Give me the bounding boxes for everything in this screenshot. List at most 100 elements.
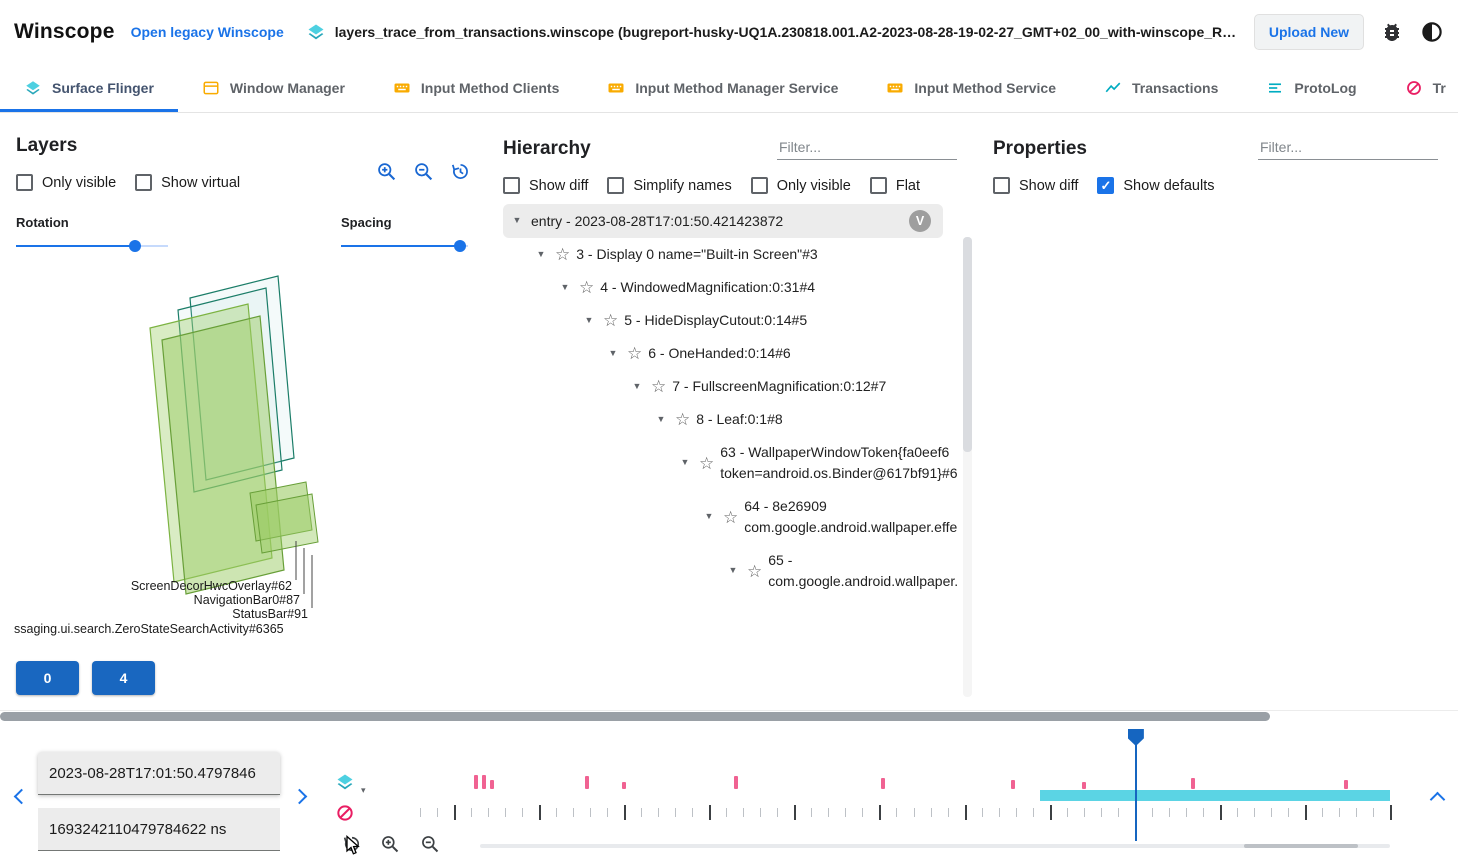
tree-node[interactable]: ▼ ☆ 4 - WindowedMagnification:0:31#4 <box>503 271 943 304</box>
tree-node[interactable]: ▼ ☆ 8 - Leaf:0:1#8 <box>503 403 943 436</box>
tree-node[interactable]: ▼ ☆ 7 - FullscreenMagnification:0:12#7 <box>503 370 943 403</box>
display-button-4[interactable]: 4 <box>92 661 155 695</box>
transactions-trace-icon[interactable] <box>335 803 355 823</box>
star-icon[interactable]: ☆ <box>627 344 643 363</box>
open-legacy-link[interactable]: Open legacy Winscope <box>130 24 284 40</box>
tree-node[interactable]: ▼ ☆ 64 - 8e26909 com.google.android.wallpa… <box>503 490 957 544</box>
timestamp-ns-field[interactable]: 1693242110479784622 ns <box>38 808 280 851</box>
spacing-slider[interactable] <box>341 240 468 252</box>
spacing-slider-thumb[interactable] <box>454 240 467 252</box>
checkbox-icon[interactable] <box>135 174 153 191</box>
expand-caret-icon[interactable]: ▼ <box>536 248 546 259</box>
checkbox-icon[interactable] <box>993 177 1010 194</box>
layers-3d-view[interactable]: ScreenDecorHwcOverlay#62 NavigationBar0#… <box>0 258 470 658</box>
star-icon[interactable]: ☆ <box>603 311 619 330</box>
hierarchy-only-visible-checkbox[interactable]: Only visible <box>750 177 851 194</box>
tab-surface-flinger[interactable]: Surface Flinger <box>0 64 178 112</box>
tab-input-method-clients[interactable]: Input Method Clients <box>369 64 583 112</box>
star-icon[interactable]: ☆ <box>699 453 715 473</box>
transaction-marker[interactable] <box>474 775 479 789</box>
transaction-marker[interactable] <box>1344 780 1349 789</box>
expand-caret-icon[interactable]: ▼ <box>608 347 618 358</box>
properties-show-diff-checkbox[interactable]: Show diff <box>993 177 1078 194</box>
checkbox-icon[interactable] <box>16 174 33 191</box>
transaction-marker[interactable] <box>1010 780 1015 789</box>
timeline-scrollbar[interactable] <box>480 844 1390 848</box>
layers-show-virtual-checkbox[interactable]: Show virtual <box>135 174 240 191</box>
transaction-marker[interactable] <box>1081 782 1086 789</box>
panel-resize-handle[interactable] <box>0 712 1270 721</box>
expand-caret-icon[interactable]: ▼ <box>704 511 714 522</box>
expand-timeline-button[interactable] <box>1429 791 1446 808</box>
hierarchy-show-diff-checkbox[interactable]: Show diff <box>503 177 588 194</box>
checkbox-icon[interactable] <box>869 177 887 194</box>
transaction-marker[interactable] <box>734 776 739 789</box>
zoom-out-button[interactable] <box>413 161 434 182</box>
tab-tr[interactable]: Tr <box>1381 64 1458 112</box>
timeline-reset-zoom-button[interactable] <box>342 834 362 854</box>
tab-input-method-manager-service[interactable]: Input Method Manager Service <box>583 64 862 112</box>
rotation-slider[interactable] <box>16 240 168 252</box>
timestamp-human-field[interactable]: 2023-08-28T17:01:50.4797846 <box>38 752 280 795</box>
checkbox-icon[interactable] <box>503 177 520 194</box>
tree-node[interactable]: ▼ ☆ 5 - HideDisplayCutout:0:14#5 <box>503 304 943 337</box>
expand-caret-icon[interactable]: ▼ <box>632 380 642 391</box>
hierarchy-filter-input[interactable] <box>777 135 957 160</box>
tab-protolog[interactable]: ProtoLog <box>1242 64 1380 112</box>
transaction-marker[interactable] <box>880 778 885 789</box>
star-icon[interactable]: ☆ <box>723 507 739 527</box>
bug-report-icon[interactable] <box>1380 20 1404 44</box>
timeline-ruler[interactable] <box>420 802 1392 826</box>
layers-only-visible-checkbox[interactable]: Only visible <box>16 174 116 191</box>
hierarchy-simplify-names-checkbox[interactable]: Simplify names <box>607 177 732 194</box>
timeline-cursor[interactable] <box>1127 729 1144 841</box>
reset-view-button[interactable] <box>450 161 471 182</box>
checkbox-icon[interactable]: ✓ <box>1097 177 1115 194</box>
upload-new-button[interactable]: Upload New <box>1253 14 1364 50</box>
expand-caret-icon[interactable]: ▼ <box>560 281 570 292</box>
timeline-cursor-handle[interactable] <box>1127 729 1144 746</box>
properties-filter-input[interactable] <box>1258 135 1438 160</box>
display-button-0[interactable]: 0 <box>16 661 79 695</box>
tree-node[interactable]: ▼ ☆ 6 - OneHanded:0:14#6 <box>503 337 943 370</box>
checkbox-icon[interactable] <box>607 177 625 194</box>
star-icon[interactable]: ☆ <box>579 278 595 297</box>
timeline-zoom-out-button[interactable] <box>420 834 440 854</box>
timeline-zoom-in-button[interactable] <box>380 834 400 854</box>
transaction-marker[interactable] <box>482 775 487 789</box>
star-icon[interactable]: ☆ <box>747 561 763 581</box>
tab-input-method-service[interactable]: Input Method Service <box>862 64 1080 112</box>
timeline-plot[interactable] <box>420 727 1392 849</box>
rotation-slider-thumb[interactable] <box>128 240 141 252</box>
tab-transactions[interactable]: Transactions <box>1080 64 1242 112</box>
star-icon[interactable]: ☆ <box>555 245 571 264</box>
transaction-marker[interactable] <box>1191 778 1196 789</box>
tree-node[interactable]: ▼ entry - 2023-08-28T17:01:50.421423872 V <box>503 204 943 238</box>
hierarchy-scrollbar-thumb[interactable] <box>963 237 972 452</box>
expand-caret-icon[interactable]: ▼ <box>680 457 690 468</box>
sf-trace-range-bar[interactable] <box>1039 790 1390 801</box>
expand-caret-icon[interactable]: ▼ <box>584 314 594 325</box>
expand-caret-icon[interactable]: ▼ <box>512 215 522 226</box>
hierarchy-flat-checkbox[interactable]: Flat <box>869 177 920 194</box>
zoom-in-button[interactable] <box>376 161 397 182</box>
checkbox-icon[interactable] <box>750 177 768 194</box>
properties-show-defaults-checkbox[interactable]: ✓ Show defaults <box>1097 177 1214 194</box>
tree-node[interactable]: ▼ ☆ 3 - Display 0 name="Built-in Screen"#3 <box>503 238 943 271</box>
expand-caret-icon[interactable]: ▼ <box>656 413 666 424</box>
expand-caret-icon[interactable]: ▼ <box>728 565 738 576</box>
next-entry-button[interactable] <box>291 788 308 805</box>
hierarchy-scrollbar[interactable] <box>963 237 972 697</box>
tab-window-manager[interactable]: Window Manager <box>178 64 369 112</box>
trace-selector-caret-icon[interactable]: ▾ <box>361 785 366 795</box>
theme-toggle-icon[interactable] <box>1420 20 1444 44</box>
layer-shape[interactable] <box>255 493 319 554</box>
star-icon[interactable]: ☆ <box>675 410 691 429</box>
tree-node[interactable]: ▼ ☆ 63 - WallpaperWindowToken{fa0eef6 toke… <box>503 436 957 490</box>
transaction-marker[interactable] <box>489 780 494 789</box>
timeline-scrollbar-thumb[interactable] <box>1244 844 1359 848</box>
surface-flinger-trace-icon[interactable] <box>335 772 355 792</box>
tree-node[interactable]: ▼ ☆65 - com.google.android.wallpaper.effe… <box>503 544 957 598</box>
transaction-marker[interactable] <box>621 782 626 789</box>
prev-entry-button[interactable] <box>13 788 30 805</box>
